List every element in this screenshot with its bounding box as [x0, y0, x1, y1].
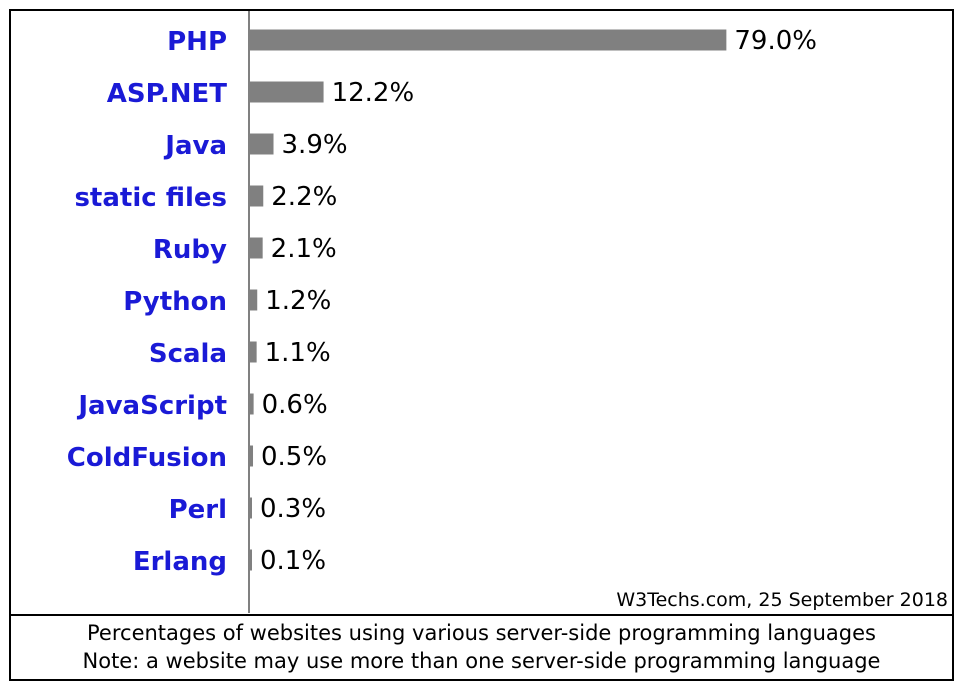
bar [250, 549, 252, 571]
value-label: 0.5% [261, 442, 327, 472]
bar [250, 237, 263, 259]
category-label: Perl [169, 495, 227, 525]
caption-line-1: Percentages of websites using various se… [87, 621, 876, 645]
category-label: Ruby [153, 235, 227, 265]
bar [250, 289, 258, 311]
caption-line-2: Note: a website may use more than one se… [82, 649, 881, 673]
value-label: 3.9% [282, 130, 348, 160]
value-label: 79.0% [734, 26, 817, 56]
chart-frame: PHP 79.0% ASP.NET 12.2% Java 3.9% static files… [9, 9, 954, 681]
category-label: ASP.NET [107, 79, 228, 109]
category-label: ColdFusion [67, 443, 227, 473]
chart-caption: Percentages of websites using various se… [11, 614, 952, 679]
value-label: 0.3% [260, 494, 326, 524]
category-label: Java [163, 131, 227, 161]
value-label: 1.1% [265, 338, 331, 368]
bar [250, 81, 324, 103]
bar [250, 29, 727, 51]
chart-plot-area: PHP 79.0% ASP.NET 12.2% Java 3.9% static files… [11, 11, 952, 613]
category-label: JavaScript [76, 391, 227, 421]
bar [250, 185, 264, 207]
value-label: 0.6% [262, 390, 328, 420]
category-label: Python [123, 287, 227, 317]
value-label: 2.1% [271, 234, 337, 264]
bar [250, 133, 274, 155]
bar-chart: PHP 79.0% ASP.NET 12.2% Java 3.9% static files… [67, 11, 817, 613]
category-label: Scala [149, 339, 227, 369]
value-label: 2.2% [271, 182, 337, 212]
category-label: static files [74, 183, 227, 213]
bar [250, 497, 252, 519]
bar [250, 445, 254, 467]
bar [250, 393, 254, 415]
source-credit: W3Techs.com, 25 September 2018 [616, 589, 948, 611]
category-label: Erlang [133, 547, 227, 577]
category-label: PHP [167, 27, 227, 57]
value-label: 1.2% [265, 286, 331, 316]
bar [250, 341, 257, 363]
value-label: 0.1% [260, 546, 326, 576]
value-label: 12.2% [332, 78, 415, 108]
